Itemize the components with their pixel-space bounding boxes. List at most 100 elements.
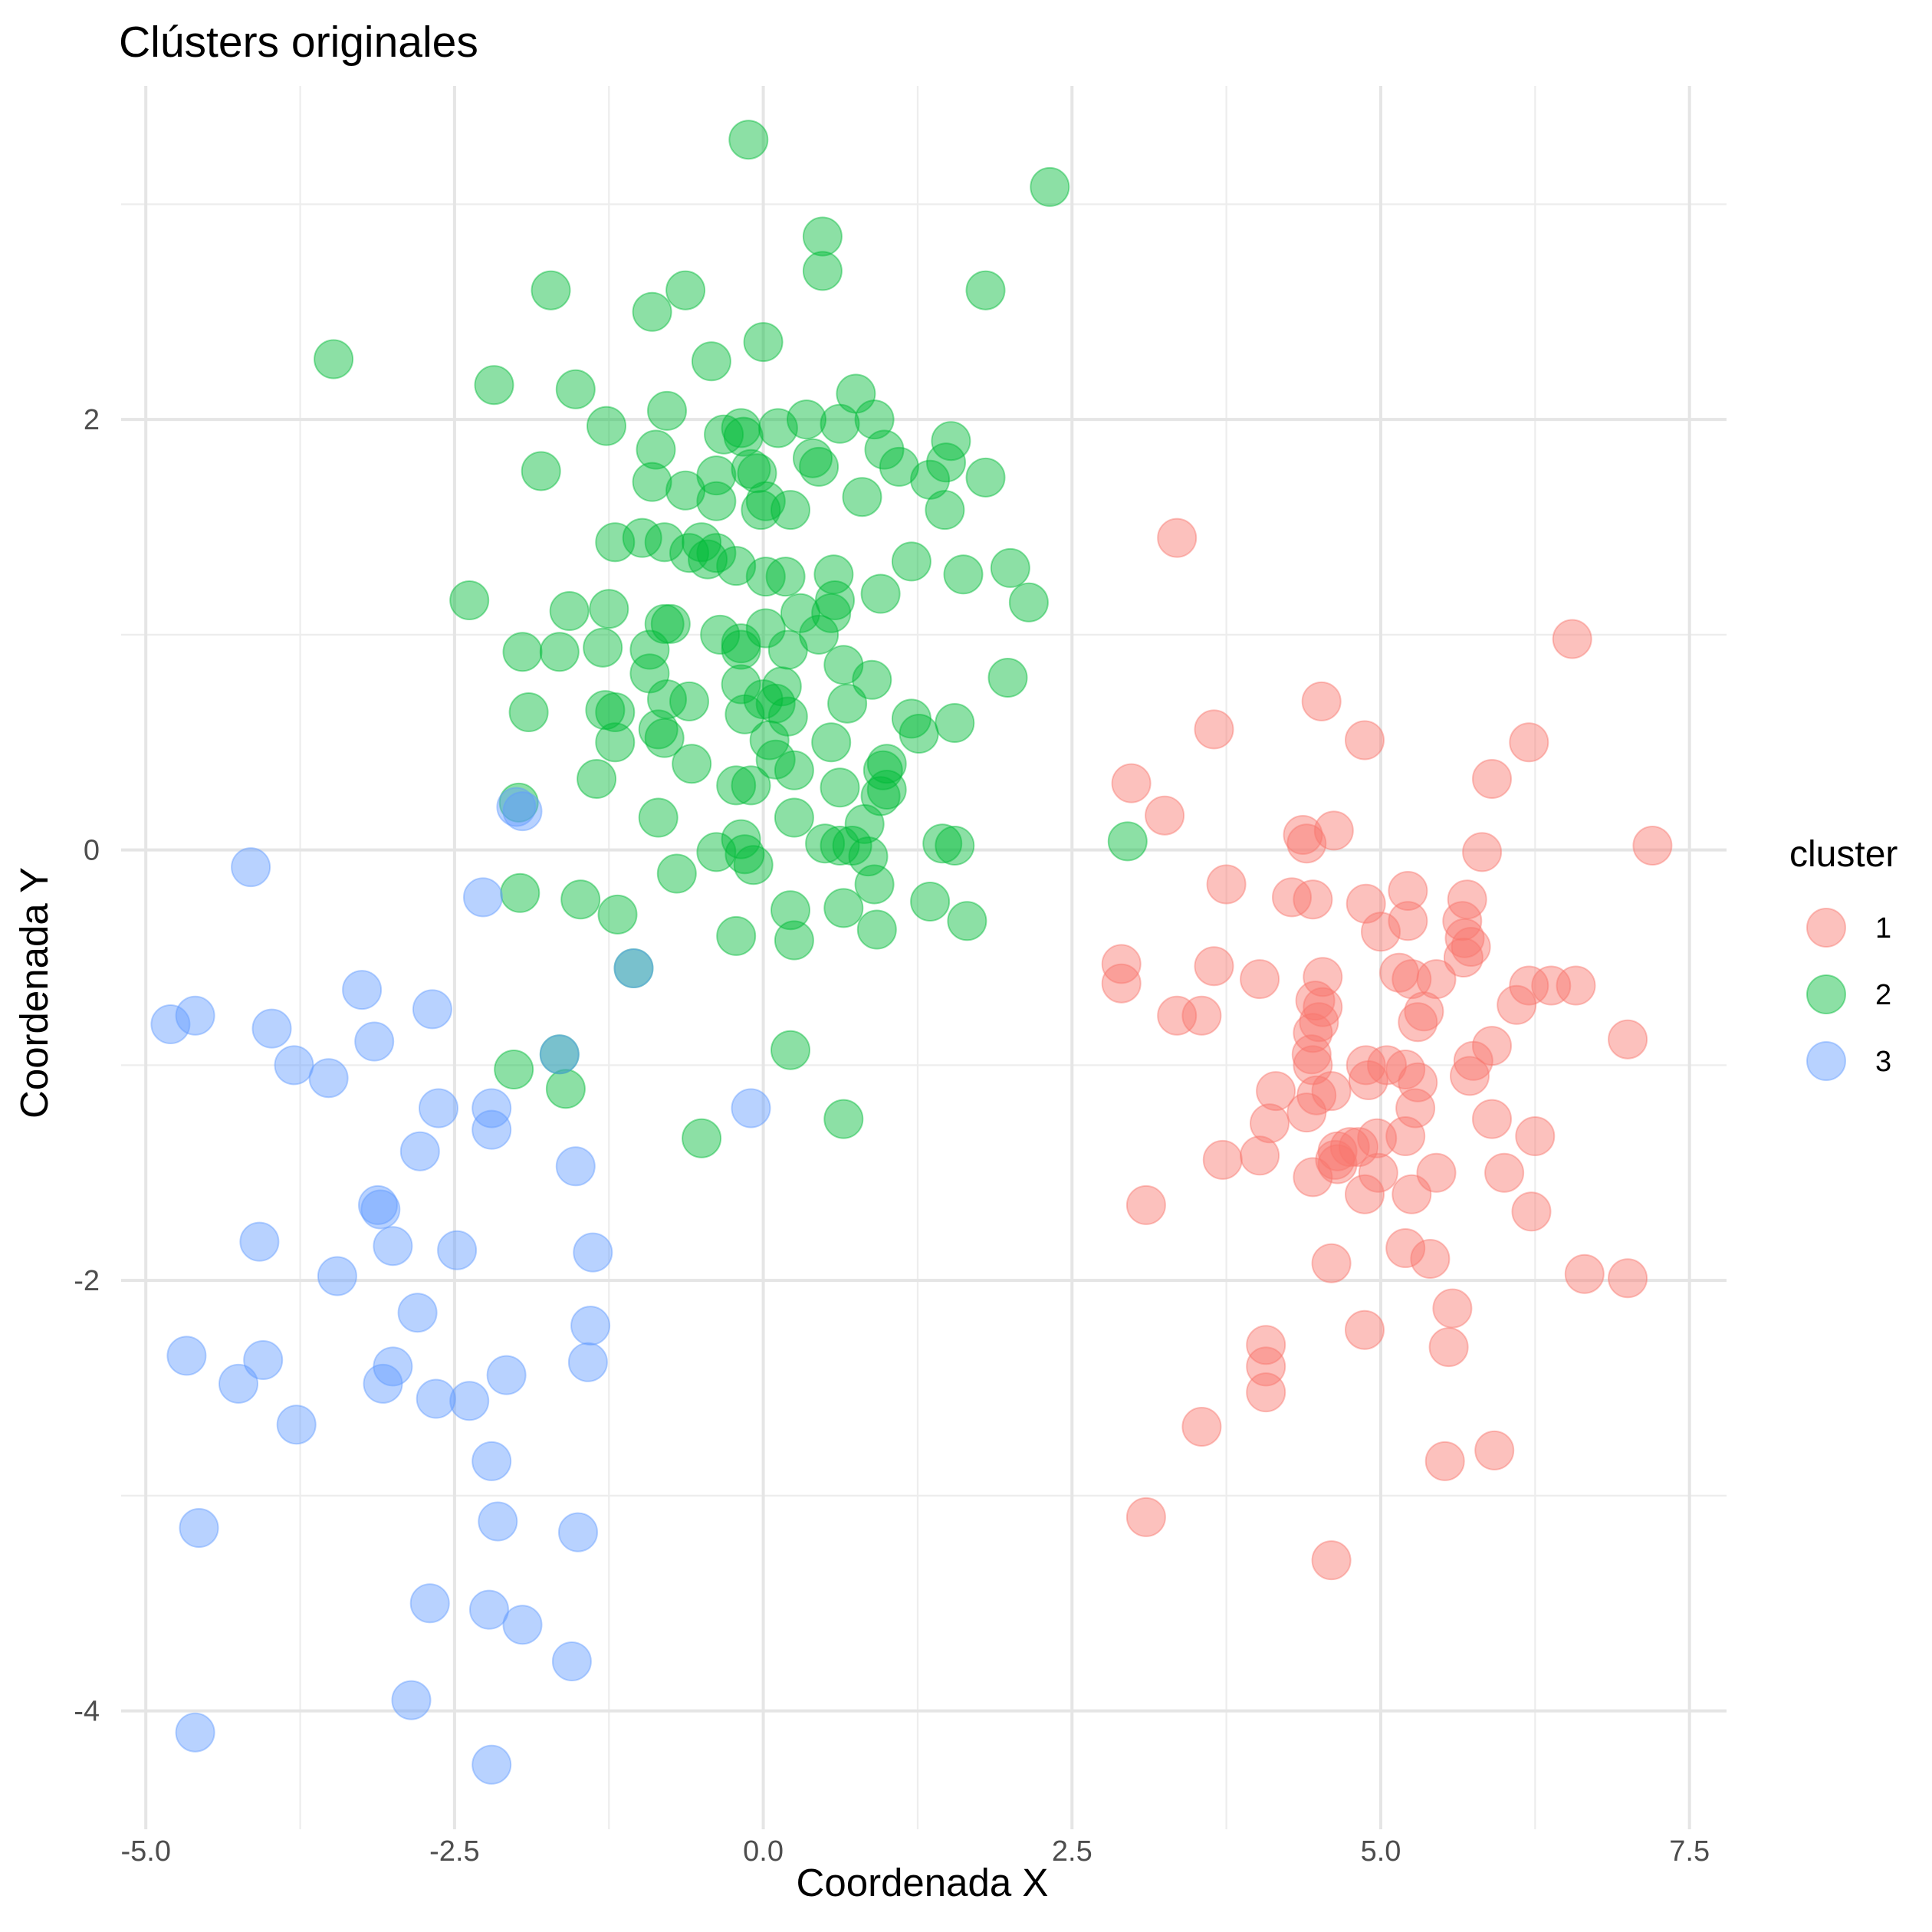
data-point — [629, 653, 670, 694]
legend-key — [1806, 908, 1846, 948]
data-point — [1608, 1258, 1648, 1299]
data-point — [947, 901, 987, 941]
data-point — [179, 1508, 219, 1548]
data-point — [585, 690, 626, 731]
data-point — [502, 632, 543, 672]
data-point — [555, 369, 596, 409]
data-point — [832, 826, 872, 866]
data-point — [496, 787, 537, 827]
data-point — [560, 879, 601, 920]
data-point — [175, 995, 215, 1036]
data-point — [787, 399, 826, 440]
legend-key — [1806, 974, 1846, 1014]
data-point — [755, 683, 796, 724]
y-axis-tick-labels: -4 -2 0 2 — [74, 404, 100, 1727]
data-point — [1283, 815, 1323, 855]
data-point — [573, 1232, 613, 1273]
data-point — [879, 446, 919, 487]
data-point — [656, 853, 697, 894]
data-point — [416, 1378, 456, 1419]
data-point — [823, 1099, 864, 1139]
data-point — [987, 658, 1028, 698]
data-point — [632, 462, 672, 502]
data-point — [1388, 871, 1428, 911]
data-point — [1293, 1045, 1333, 1086]
data-point — [965, 270, 1006, 310]
legend-label: 3 — [1875, 1046, 1891, 1078]
data-point — [854, 399, 895, 440]
data-point — [1404, 991, 1444, 1032]
data-point — [1246, 1372, 1286, 1413]
data-point — [391, 1680, 432, 1720]
data-point — [1293, 879, 1333, 920]
data-point — [545, 1069, 586, 1109]
data-point — [820, 767, 860, 808]
data-point — [780, 593, 820, 633]
data-point — [745, 481, 786, 521]
data-point — [724, 694, 765, 734]
data-point — [314, 339, 354, 380]
data-point — [823, 645, 864, 685]
data-point — [508, 692, 549, 732]
data-point — [1388, 901, 1428, 941]
y-tick-label: 0 — [84, 835, 100, 867]
data-point — [696, 455, 737, 496]
data-point — [549, 591, 590, 631]
data-point — [1101, 963, 1142, 1004]
data-point — [793, 438, 833, 478]
data-point — [1311, 1243, 1352, 1283]
data-point — [1509, 722, 1549, 763]
data-point — [595, 722, 636, 763]
legend: cluster 1 2 3 — [1789, 834, 1898, 1081]
data-point — [1256, 1071, 1296, 1112]
data-point — [842, 477, 882, 518]
data-point — [342, 970, 383, 1010]
data-point — [856, 909, 897, 950]
data-point — [644, 603, 685, 644]
data-point — [1444, 918, 1485, 958]
data-point — [586, 406, 626, 446]
data-point — [1608, 1019, 1648, 1060]
data-point — [1443, 938, 1484, 978]
data-point — [1111, 763, 1152, 803]
data-point — [251, 1008, 292, 1049]
data-point — [672, 744, 712, 784]
data-point — [1181, 1407, 1222, 1447]
data-point — [704, 414, 744, 455]
data-point — [558, 1512, 598, 1552]
data-point — [1295, 981, 1336, 1021]
data-point — [1531, 965, 1572, 1006]
data-point — [595, 692, 636, 732]
data-point — [1107, 821, 1148, 862]
data-point — [175, 1712, 215, 1753]
x-tick-label: 2.5 — [1052, 1835, 1092, 1868]
data-point — [502, 791, 543, 832]
data-point — [539, 632, 580, 672]
data-point — [721, 629, 761, 670]
data-point — [567, 1342, 608, 1382]
data-point — [721, 819, 761, 859]
data-point — [669, 681, 709, 721]
data-point — [716, 765, 757, 806]
data-point — [1385, 1050, 1426, 1089]
data-point — [360, 1189, 401, 1230]
data-point — [700, 614, 741, 655]
data-point — [767, 696, 808, 737]
data-point — [1329, 1127, 1370, 1168]
data-point — [1398, 1062, 1438, 1102]
data-point — [1472, 1026, 1512, 1066]
data-point — [696, 832, 737, 872]
data-point — [1424, 1441, 1465, 1481]
data-point — [669, 533, 709, 573]
data-point — [437, 1230, 478, 1270]
data-point — [805, 823, 846, 864]
data-point — [1432, 1288, 1473, 1329]
data-point — [728, 120, 769, 160]
data-point — [820, 826, 860, 866]
data-point — [802, 216, 843, 257]
data-point — [820, 403, 860, 444]
data-point — [647, 679, 687, 720]
data-point — [926, 442, 966, 483]
minor-gridlines — [121, 86, 1727, 1829]
